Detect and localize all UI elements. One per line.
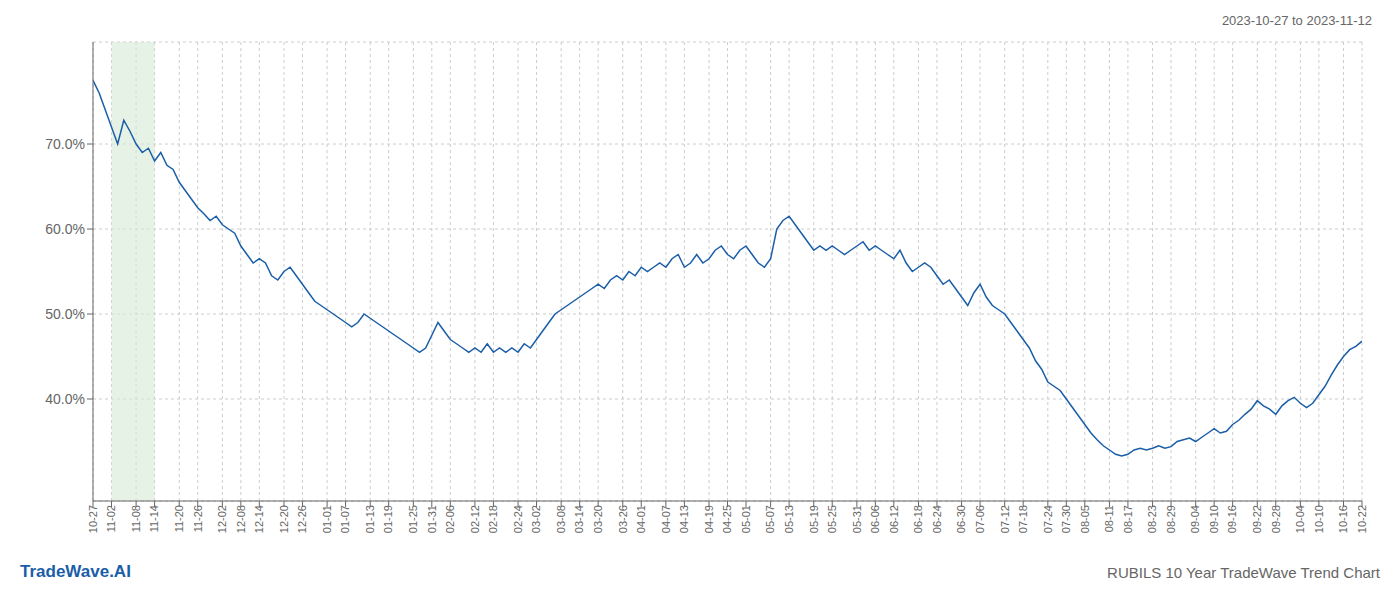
svg-text:01-19: 01-19 — [382, 505, 394, 533]
svg-text:11-26: 11-26 — [192, 505, 204, 532]
svg-text:12-08: 12-08 — [235, 505, 247, 533]
svg-text:04-07: 04-07 — [660, 505, 672, 533]
html-text:RUBILS 10 Year TradeWave Trend: RUBILS 10 Year TradeWave Trend Chart — [1107, 563, 1380, 581]
svg-text:04-25: 04-25 — [721, 505, 733, 533]
svg-text:10-04: 10-04 — [1294, 505, 1306, 533]
svg-text:05-25: 05-25 — [826, 505, 838, 533]
svg-text:07-12: 07-12 — [999, 505, 1011, 533]
svg-text:07-18: 07-18 — [1017, 505, 1029, 533]
svg-text:02-06: 02-06 — [444, 505, 456, 533]
svg-text:02-18: 02-18 — [487, 505, 499, 533]
svg-text:10-16: 10-16 — [1337, 505, 1349, 533]
svg-text:04-01: 04-01 — [635, 505, 647, 533]
svg-text:10-27: 10-27 — [87, 505, 99, 533]
svg-text:12-20: 12-20 — [278, 505, 290, 533]
svg-text:07-24: 07-24 — [1042, 505, 1054, 533]
svg-text:06-24: 06-24 — [931, 505, 943, 533]
svg-text:01-01: 01-01 — [321, 505, 333, 533]
svg-text:11-20: 11-20 — [173, 505, 185, 532]
svg-text:09-28: 09-28 — [1270, 505, 1282, 533]
svg-text:12-02: 12-02 — [216, 505, 228, 533]
svg-text:10-10: 10-10 — [1313, 505, 1325, 533]
svg-text:07-06: 07-06 — [974, 505, 986, 533]
svg-text:09-16: 09-16 — [1226, 505, 1238, 533]
svg-text:40.0%: 40.0% — [45, 391, 85, 407]
svg-text:08-11: 08-11 — [1103, 505, 1115, 532]
svg-text:09-22: 09-22 — [1251, 505, 1263, 533]
svg-text:05-01: 05-01 — [740, 505, 752, 533]
svg-text:03-08: 03-08 — [555, 505, 567, 533]
svg-text:03-26: 03-26 — [617, 505, 629, 533]
html-text:TradeWave.AI: TradeWave.AI — [20, 562, 131, 581]
svg-text:04-13: 04-13 — [678, 505, 690, 533]
svg-text:01-31: 01-31 — [426, 505, 438, 533]
svg-text:03-14: 03-14 — [573, 505, 585, 533]
svg-text:01-25: 01-25 — [407, 505, 419, 533]
svg-text:60.0%: 60.0% — [45, 221, 85, 237]
svg-text:11-02: 11-02 — [105, 505, 117, 532]
svg-text:05-19: 05-19 — [808, 505, 820, 533]
svg-text:10-22: 10-22 — [1356, 505, 1368, 533]
svg-text:04-19: 04-19 — [703, 505, 715, 533]
svg-text:06-12: 06-12 — [888, 505, 900, 533]
svg-text:08-17: 08-17 — [1122, 505, 1134, 533]
svg-text:12-14: 12-14 — [253, 505, 265, 533]
svg-text:06-18: 06-18 — [912, 505, 924, 533]
svg-text:11-08: 11-08 — [130, 505, 142, 532]
svg-text:03-20: 03-20 — [592, 505, 604, 533]
svg-text:06-06: 06-06 — [869, 505, 881, 533]
svg-text:02-24: 02-24 — [512, 505, 524, 533]
svg-text:07-30: 07-30 — [1060, 505, 1072, 533]
svg-text:08-29: 08-29 — [1165, 505, 1177, 533]
svg-text:01-07: 01-07 — [339, 505, 351, 533]
svg-text:06-30: 06-30 — [955, 505, 967, 533]
svg-text:01-13: 01-13 — [364, 505, 376, 533]
svg-text:08-05: 08-05 — [1079, 505, 1091, 533]
svg-text:50.0%: 50.0% — [45, 306, 85, 322]
svg-text:12-26: 12-26 — [296, 505, 308, 533]
svg-text:02-12: 02-12 — [469, 505, 481, 533]
svg-text:70.0%: 70.0% — [45, 136, 85, 152]
svg-text:05-31: 05-31 — [851, 505, 863, 533]
svg-text:08-23: 08-23 — [1146, 505, 1158, 533]
svg-text:05-07: 05-07 — [764, 505, 776, 533]
svg-text:09-04: 09-04 — [1189, 505, 1201, 533]
html-text:2023-10-27 to 2023-11-12: 2023-10-27 to 2023-11-12 — [1221, 12, 1372, 28]
svg-text:05-13: 05-13 — [783, 505, 795, 533]
svg-text:03-02: 03-02 — [530, 505, 542, 533]
svg-text:11-14: 11-14 — [148, 505, 160, 532]
svg-text:09-10: 09-10 — [1208, 505, 1220, 533]
